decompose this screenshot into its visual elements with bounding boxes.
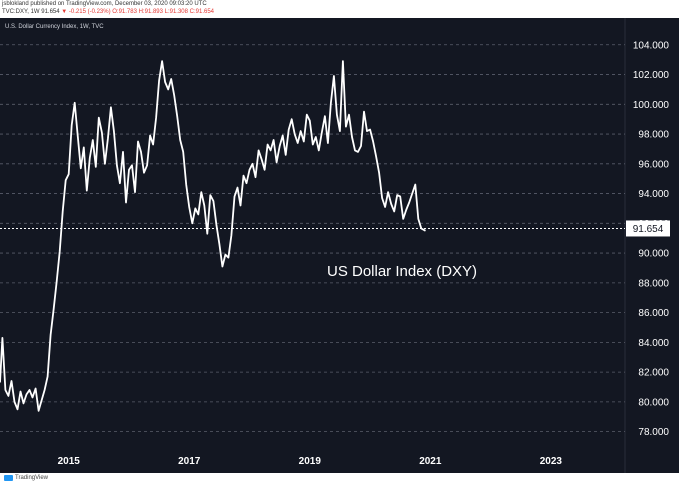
- y-tick-label: 100.000: [633, 100, 670, 111]
- chart-footer: TradingView: [0, 473, 679, 485]
- chart-background: [0, 18, 679, 473]
- series-layer: [0, 60, 426, 412]
- chart-area[interactable]: 78.000 80.000 82.000 84.000 86.000 88.000 90.0…: [0, 18, 679, 473]
- y-tick-label: 82.000: [638, 368, 669, 379]
- x-tick-label: 2023: [540, 456, 563, 467]
- y-tick-label: 86.000: [638, 308, 669, 319]
- dxy-price-line: [0, 60, 426, 412]
- x-tick-label: 2017: [178, 456, 201, 467]
- y-tick-label: 90.000: [638, 249, 669, 260]
- y-tick-label: 80.000: [638, 397, 669, 408]
- x-tick-label: 2015: [58, 456, 81, 467]
- y-tick-label: 104.000: [633, 40, 670, 51]
- symbol-label: TVC:DXY, 1W: [2, 9, 40, 15]
- y-tick-label: 84.000: [638, 338, 669, 349]
- y-tick-label: 88.000: [638, 278, 669, 289]
- x-tick-label: 2021: [419, 456, 442, 467]
- y-tick-label: 102.000: [633, 70, 670, 81]
- last-price-label: 91.654: [633, 224, 664, 235]
- x-tick-label: 2019: [299, 456, 322, 467]
- last-price-badge: 91.654: [626, 220, 670, 237]
- price-chart[interactable]: 78.000 80.000 82.000 84.000 86.000 88.000 90.0…: [0, 18, 679, 473]
- chart-header: jsblokland published on TradingView.com,…: [0, 0, 679, 18]
- y-tick-label: 78.000: [638, 427, 669, 438]
- price-axis-background: [625, 18, 679, 473]
- x-axis-ticks: 2015 2017 2019 2021 2023: [58, 456, 563, 467]
- tradingview-brand: TradingView: [15, 475, 49, 481]
- symbol-info-line: TVC:DXY, 1W 91.654 ▼ -0.215 (-0.23%) O:9…: [2, 9, 214, 15]
- last-value: 91.654: [41, 9, 60, 15]
- annotation-label: US Dollar Index (DXY): [327, 263, 477, 280]
- y-tick-label: 94.000: [638, 189, 669, 200]
- ohlc-values: O:91.783 H:91.893 L:91.308 C:91.654: [112, 9, 214, 15]
- tradingview-logo-icon: [4, 475, 13, 481]
- tradingview-logo[interactable]: TradingView: [4, 475, 48, 481]
- change-value: ▼ -0.215 (-0.23%): [61, 9, 111, 15]
- y-tick-label: 98.000: [638, 130, 669, 141]
- published-by-text: jsblokland published on TradingView.com,…: [2, 1, 207, 7]
- chart-title: U.S. Dollar Currency Index, 1W, TVC: [5, 24, 104, 30]
- y-axis-ticks: 78.000 80.000 82.000 84.000 86.000 88.000 90.0…: [633, 40, 670, 438]
- y-tick-label: 96.000: [638, 159, 669, 170]
